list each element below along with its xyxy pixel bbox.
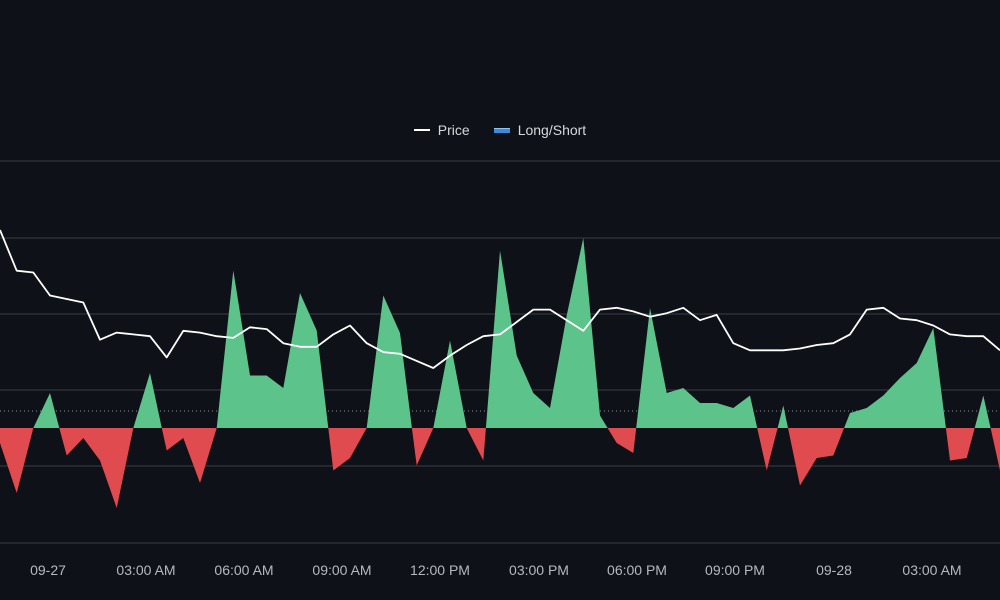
short-area (466, 428, 486, 461)
legend-item-price[interactable]: Price (413, 122, 470, 138)
x-tick-label: 03:00 PM (509, 562, 569, 578)
x-tick-label: 09:00 PM (705, 562, 765, 578)
long-area (974, 395, 991, 428)
x-tick-label: 03:00 AM (116, 562, 175, 578)
x-tick-label: 09-28 (816, 562, 852, 578)
long-area (133, 373, 162, 428)
long-area (636, 308, 758, 428)
short-area (607, 428, 637, 453)
legend-item-longshort[interactable]: Long/Short (493, 122, 587, 138)
x-tick-label: 09:00 AM (312, 562, 371, 578)
short-area (945, 428, 975, 461)
x-tick-label: 12:00 PM (410, 562, 470, 578)
price-line-swatch (413, 129, 430, 131)
long-area (33, 393, 60, 428)
x-tick-label: 06:00 PM (607, 562, 667, 578)
long-area (777, 405, 788, 428)
x-tick-label: 09-27 (30, 562, 66, 578)
long-area (366, 295, 412, 428)
short-area (411, 428, 434, 466)
long-area (844, 328, 946, 428)
price-line (0, 229, 1000, 369)
short-area (0, 428, 34, 493)
long-area (485, 238, 608, 428)
long-area (433, 340, 467, 428)
legend-label-price: Price (437, 122, 470, 138)
short-area (757, 428, 778, 471)
legend: Price Long/Short (0, 122, 1000, 138)
legend-label-longshort: Long/Short (517, 122, 587, 138)
x-tick-label: 03:00 AM (902, 562, 961, 578)
x-tick-label: 06:00 AM (214, 562, 273, 578)
short-area (328, 428, 367, 471)
short-area (788, 428, 845, 486)
long-area (216, 270, 329, 428)
short-area (161, 428, 217, 483)
longshort-bar-swatch (493, 127, 510, 133)
short-area (990, 428, 1000, 471)
short-area (59, 428, 134, 508)
